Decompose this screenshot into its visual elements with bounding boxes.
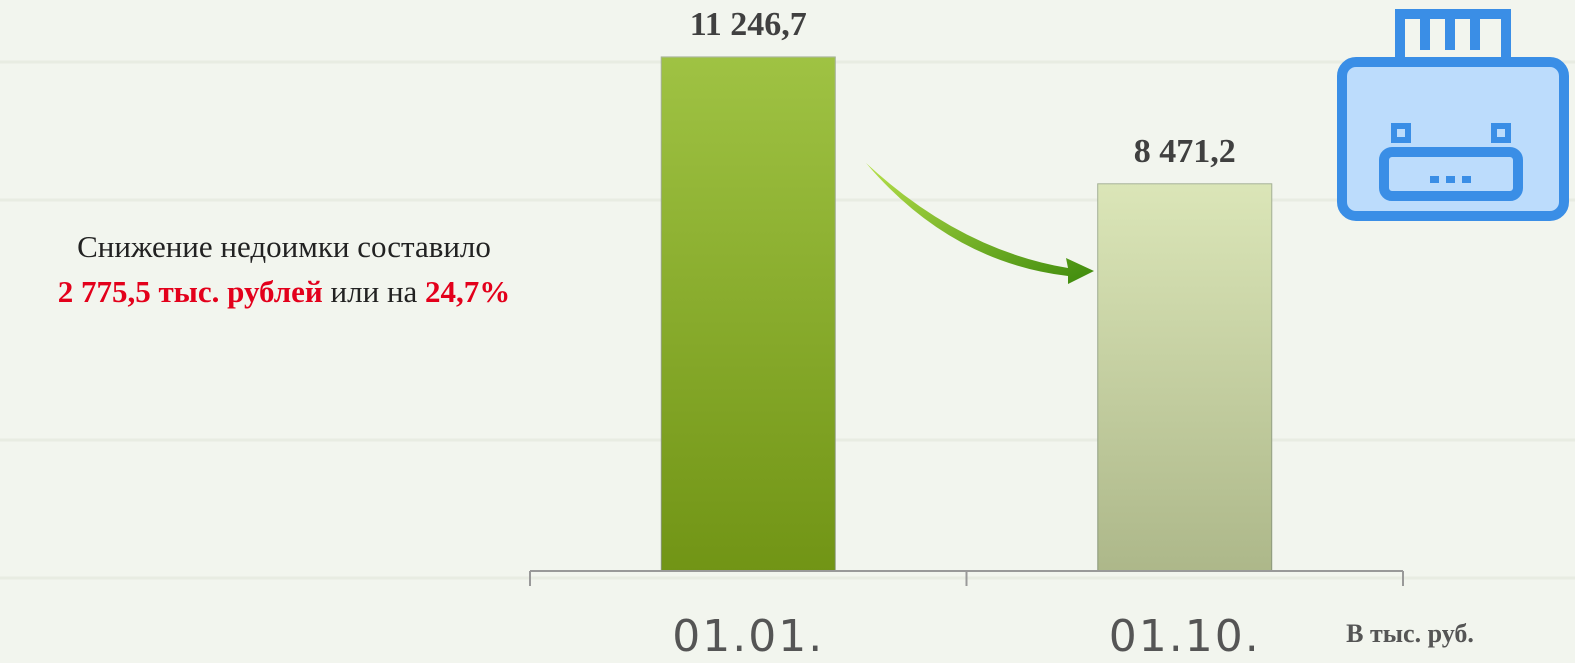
annotation-line: Снижение недоимки составило — [77, 229, 491, 264]
value-label: 11 246,7 — [690, 6, 807, 43]
bar-shine — [1097, 183, 1272, 571]
value-label: 8 471,2 — [1134, 133, 1236, 170]
annotation-percent: 24,7% — [425, 274, 510, 309]
briefcase-icon — [1337, 9, 1569, 221]
annotation-amount: 2 775,5 тыс. рублей — [58, 274, 323, 309]
arrow — [866, 163, 1094, 284]
icon-dots — [1430, 176, 1471, 183]
bar-shine — [661, 57, 836, 571]
x-tick-label: 01.01. — [672, 611, 824, 662]
annotation-connector: или на — [331, 274, 418, 309]
annotation-line: 2 775,5 тыс. рублей или на 24,7% — [58, 274, 511, 309]
unit-label: В тыс. руб. — [1346, 619, 1474, 648]
x-tick-label: 01.10. — [1109, 611, 1261, 662]
